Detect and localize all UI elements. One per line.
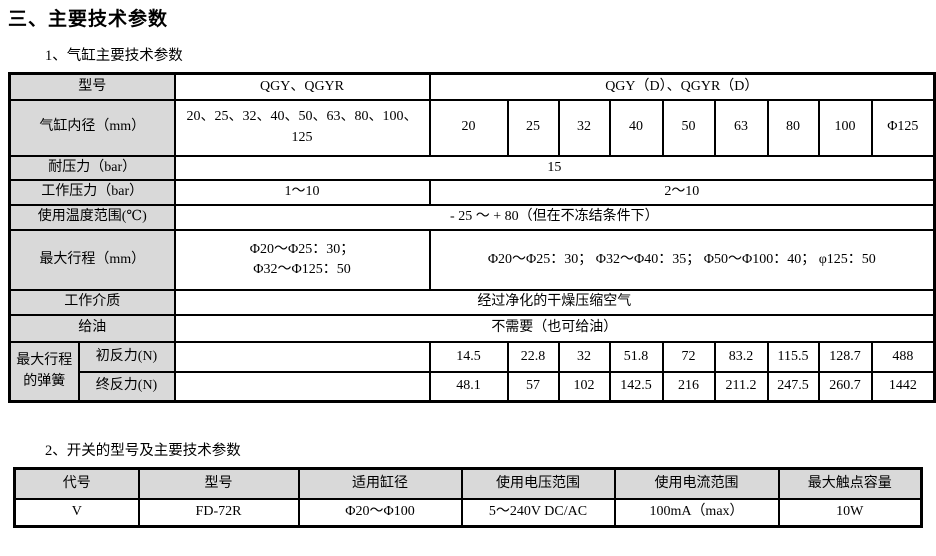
switch-header-cell: 使用电压范围 bbox=[460, 467, 616, 500]
medium-label-cell: 工作介质 bbox=[8, 288, 176, 316]
spring-initial-value-cell: 488 bbox=[870, 340, 936, 373]
switch-header-cell: 型号 bbox=[137, 467, 300, 500]
spring-initial-value-cell: 128.7 bbox=[817, 340, 873, 373]
working-pressure-label-cell: 工作压力（bar） bbox=[8, 178, 176, 206]
temperature-value-cell: - 25 ～ + 80（但在不冻结条件下） bbox=[173, 203, 936, 231]
switch-header-cell: 适用缸径 bbox=[297, 467, 463, 500]
bore-col-cell: 25 bbox=[506, 98, 560, 157]
bore-label-cell: 气缸内径（mm） bbox=[8, 98, 176, 157]
switch-header-cell: 使用电流范围 bbox=[613, 467, 780, 500]
table-row: 工作介质 经过净化的干燥压缩空气 bbox=[8, 288, 936, 316]
switch-value-cell: 5～240V DC/AC bbox=[460, 497, 616, 528]
spring-initial-value-cell: 72 bbox=[661, 340, 716, 373]
spring-final-label-cell: 终反力(N) bbox=[77, 370, 176, 403]
bore-col-cell: 80 bbox=[766, 98, 820, 157]
working-pressure-right-cell: 2～10 bbox=[428, 178, 936, 206]
max-stroke-left-cell: Φ20～Φ25：30； Φ32～Φ125：50 bbox=[173, 228, 431, 291]
table-row: 最大行程的弹簧 初反力(N) 14.5 22.8 32 51.8 72 83.2… bbox=[8, 340, 936, 403]
table-row: 给油 不需要（也可给油） bbox=[8, 313, 936, 343]
bore-col-cell: 20 bbox=[428, 98, 509, 157]
table-row: 最大行程（mm） Φ20～Φ25：30； Φ32～Φ125：50 Φ20～Φ25：… bbox=[8, 228, 936, 291]
lubrication-value-cell: 不需要（也可给油） bbox=[173, 313, 936, 343]
spring-final-value-cell: 260.7 bbox=[817, 370, 873, 403]
switch-value-cell: FD-72R bbox=[137, 497, 300, 528]
spring-label-line1: 最大行程 bbox=[16, 353, 73, 369]
max-stroke-label-cell: 最大行程（mm） bbox=[8, 228, 176, 291]
spring-final-value-cell: 216 bbox=[661, 370, 716, 403]
spring-final-value-cell: 57 bbox=[506, 370, 560, 403]
model-right-cell: QGY（D）、QGYR（D） bbox=[428, 72, 936, 101]
spring-initial-value-cell: 22.8 bbox=[506, 340, 560, 373]
temperature-label-cell: 使用温度范围(℃) bbox=[8, 203, 176, 231]
table-row: 耐压力（bar） 15 bbox=[8, 154, 936, 181]
switch-header-cell: 代号 bbox=[13, 467, 140, 500]
pressure-resist-value-cell: 15 bbox=[173, 154, 936, 181]
spring-final-value-cell: 211.2 bbox=[713, 370, 769, 403]
bore-col-cell: 40 bbox=[608, 98, 664, 157]
max-stroke-left-line1: Φ20～Φ25：30； bbox=[249, 241, 355, 257]
bore-col-cell: Φ125 bbox=[870, 98, 936, 157]
page-title: 三、主要技术参数 bbox=[8, 9, 169, 30]
model-label-cell: 型号 bbox=[8, 72, 176, 101]
spring-initial-value-cell: 14.5 bbox=[428, 340, 509, 373]
spring-final-value-cell: 1442 bbox=[870, 370, 936, 403]
pressure-resist-label-cell: 耐压力（bar） bbox=[8, 154, 176, 181]
bore-col-cell: 32 bbox=[557, 98, 611, 157]
section1-title: 1、气缸主要技术参数 bbox=[45, 48, 183, 64]
switch-value-cell: 10W bbox=[777, 497, 923, 528]
bore-col-cell: 100 bbox=[817, 98, 873, 157]
table-row: 工作压力（bar） 1～10 2～10 bbox=[8, 178, 936, 206]
bore-col-cell: 63 bbox=[713, 98, 769, 157]
model-left-cell: QGY、QGYR bbox=[173, 72, 431, 101]
bore-left-cell: 20、25、32、40、50、63、80、100、 125 bbox=[173, 98, 431, 157]
medium-value-cell: 经过净化的干燥压缩空气 bbox=[173, 288, 936, 316]
switch-value-cell: V bbox=[13, 497, 140, 528]
section2-title: 2、开关的型号及主要技术参数 bbox=[45, 443, 241, 460]
spring-initial-value-cell: 115.5 bbox=[766, 340, 820, 373]
spring-final-value-cell: 142.5 bbox=[608, 370, 664, 403]
spring-label-line2: 的弹簧 bbox=[23, 373, 66, 389]
spring-initial-value-cell: 83.2 bbox=[713, 340, 769, 373]
spring-final-value-cell: 48.1 bbox=[428, 370, 509, 403]
table-row: 型号 QGY、QGYR QGY（D）、QGYR（D） bbox=[8, 72, 936, 101]
max-stroke-right-cell: Φ20～Φ25：30； Φ32～Φ40：35； Φ50～Φ100：40； φ12… bbox=[428, 228, 936, 291]
bore-left-line1: 20、25、32、40、50、63、80、100、 bbox=[186, 109, 418, 125]
table-row: 气缸内径（mm） 20、25、32、40、50、63、80、100、 125 20… bbox=[8, 98, 936, 157]
spring-initial-value-cell: 32 bbox=[557, 340, 611, 373]
table-row: V FD-72R Φ20～Φ100 5～240V DC/AC 100mA（max… bbox=[13, 497, 923, 528]
spring-initial-label-cell: 初反力(N) bbox=[77, 340, 176, 373]
lubrication-label-cell: 给油 bbox=[8, 313, 176, 343]
max-stroke-left-line2: Φ32～Φ125：50 bbox=[253, 261, 351, 277]
working-pressure-left-cell: 1～10 bbox=[173, 178, 431, 206]
table-row: 终反力(N) 48.1 57 102 142.5 216 211.2 247.5… bbox=[10, 370, 936, 403]
spring-final-value-cell: 247.5 bbox=[766, 370, 820, 403]
spring-label-cell: 最大行程 的弹簧 bbox=[8, 340, 80, 403]
switch-value-cell: 100mA（max） bbox=[613, 497, 780, 528]
spring-final-empty-cell bbox=[173, 370, 431, 403]
switch-value-cell: Φ20～Φ100 bbox=[297, 497, 463, 528]
table-header-row: 代号 型号 适用缸径 使用电压范围 使用电流范围 最大触点容量 bbox=[13, 467, 923, 500]
spring-initial-value-cell: 51.8 bbox=[608, 340, 664, 373]
spring-initial-empty-cell bbox=[173, 340, 431, 373]
bore-col-cell: 50 bbox=[661, 98, 716, 157]
switch-header-cell: 最大触点容量 bbox=[777, 467, 923, 500]
table-row: 使用温度范围(℃) - 25 ～ + 80（但在不冻结条件下） bbox=[8, 203, 936, 231]
bore-left-line2: 125 bbox=[291, 129, 313, 145]
switch-parameters-table: 代号 型号 适用缸径 使用电压范围 使用电流范围 最大触点容量 V FD-72R… bbox=[13, 467, 923, 529]
spring-final-value-cell: 102 bbox=[557, 370, 611, 403]
cylinder-parameters-table: 型号 QGY、QGYR QGY（D）、QGYR（D） 气缸内径（mm） 20、2… bbox=[8, 72, 936, 404]
